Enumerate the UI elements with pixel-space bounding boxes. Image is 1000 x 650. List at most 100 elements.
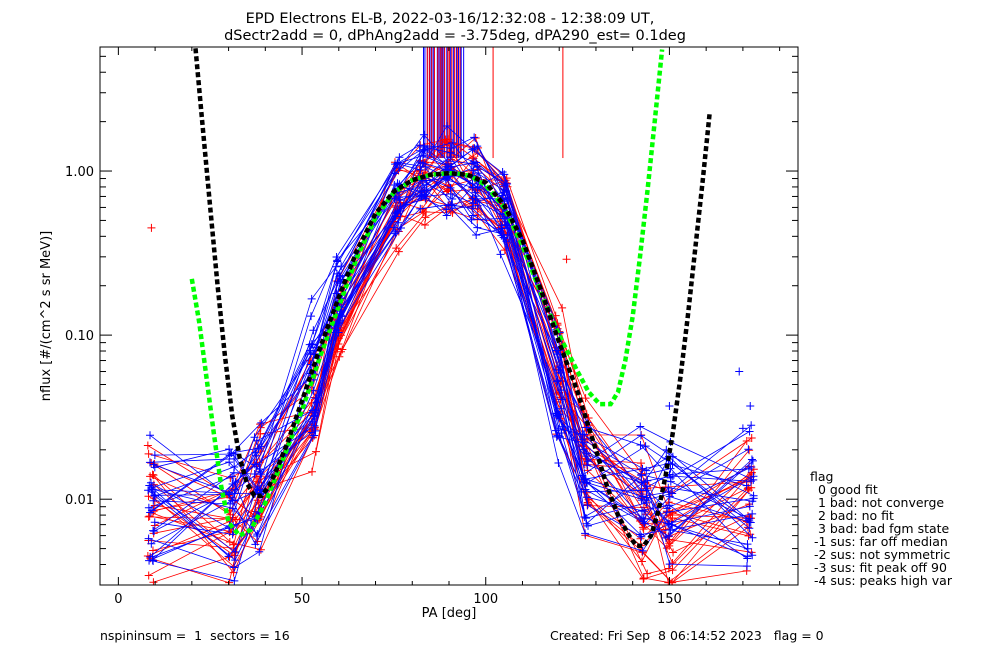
- flag-legend: flag 0 good fit 1 bad: not converge 2 ba…: [810, 469, 953, 588]
- outlier-point: [147, 223, 156, 232]
- blue-sweep-point: [257, 442, 266, 451]
- blue-sweep-point: [334, 328, 343, 337]
- blue-sweep-point: [145, 458, 154, 467]
- red-sweep-point: [742, 436, 751, 445]
- blue-sweep-point: [422, 185, 431, 194]
- red-sweep-point: [637, 557, 646, 566]
- red-sweep-point: [308, 467, 317, 476]
- red-sweep-point: [558, 303, 567, 312]
- blue-sweep-point: [552, 432, 561, 441]
- x-axis-label: PA [deg]: [422, 606, 477, 621]
- red-sweep-point: [254, 498, 263, 507]
- red-sweep-point: [665, 539, 674, 548]
- blue-sweep-point: [225, 445, 234, 454]
- x-tick-label: 100: [473, 592, 498, 607]
- blue-sweep-point: [446, 153, 455, 162]
- y-tick-label: 0.10: [65, 329, 94, 344]
- blue-sweep-point: [442, 122, 451, 131]
- blue-sweep-point: [583, 501, 592, 510]
- red-sweep: [148, 197, 752, 576]
- blue-sweep: [151, 203, 754, 552]
- legend-entry: 0 good fit: [810, 482, 878, 497]
- blue-sweep-point: [231, 547, 240, 556]
- green-fit-curve: [189, 49, 665, 539]
- red-sweep-point: [225, 578, 234, 585]
- blue-sweep-point: [230, 462, 239, 471]
- red-sweep-point: [639, 574, 648, 583]
- red-sweep-point: [394, 247, 403, 256]
- blue-sweep-point: [393, 207, 402, 216]
- blue-sweep-point: [581, 485, 590, 494]
- blue-sweep-point: [230, 563, 239, 572]
- red-sweep-point: [307, 398, 316, 407]
- blue-sweep-point: [469, 211, 478, 220]
- blue-sweep-point: [307, 312, 316, 321]
- blue-sweep-point: [554, 459, 563, 468]
- blue-sweep-point: [311, 406, 320, 415]
- x-tick-label: 50: [294, 592, 311, 607]
- blue-sweep-point: [742, 562, 751, 571]
- blue-sweep-point: [146, 552, 155, 561]
- blue-sweep-point: [418, 183, 427, 192]
- y-tick-label: 0.01: [65, 493, 94, 508]
- red-sweep-point: [747, 434, 756, 443]
- blue-sweep-point: [250, 460, 259, 469]
- blue-sweep-point: [333, 278, 342, 287]
- blue-sweep-point: [584, 521, 593, 530]
- blue-sweep-point: [311, 426, 320, 435]
- blue-sweep-point: [231, 485, 240, 494]
- blue-sweep-point: [642, 498, 651, 507]
- blue-sweep-point: [641, 442, 650, 451]
- blue-sweep-point: [583, 461, 592, 470]
- blue-sweep-point: [743, 552, 752, 561]
- blue-sweep-point: [640, 519, 649, 528]
- legend-entry: 3 bad: bad fgm state: [810, 521, 950, 536]
- blue-sweep-point: [225, 458, 234, 467]
- red-sweep-point: [256, 429, 265, 438]
- blue-sweep-point: [470, 133, 479, 142]
- blue-sweep-point: [748, 509, 757, 518]
- blue-sweep-point: [146, 508, 155, 517]
- blue-sweep-point: [496, 250, 505, 259]
- blue-sweep-point: [448, 201, 457, 210]
- blue-sweep-point: [256, 485, 265, 494]
- red-sweep-point: [668, 566, 677, 575]
- blue-sweep-point: [255, 547, 264, 556]
- blue-sweep-point: [748, 497, 757, 506]
- blue-sweep-point: [396, 202, 405, 211]
- blue-sweep-point: [333, 256, 342, 265]
- blue-sweep-point: [668, 521, 677, 530]
- blue-sweep-point: [640, 507, 649, 516]
- blue-sweep-point: [422, 176, 431, 185]
- blue-sweep-point: [395, 163, 404, 172]
- legend-entry: -2 sus: not symmetric: [810, 547, 950, 562]
- blue-sweep-point: [638, 464, 647, 473]
- blue-sweep-point: [497, 231, 506, 240]
- blue-sweep-point: [748, 551, 757, 560]
- blue-sweep-point: [228, 504, 237, 513]
- blue-sweep-point: [230, 489, 239, 498]
- blue-sweep-point: [227, 449, 236, 458]
- blue-sweep-point: [395, 153, 404, 162]
- blue-sweep-point: [468, 204, 477, 213]
- red-sweep-point: [468, 153, 477, 162]
- red-sweep-point: [143, 441, 152, 450]
- blue-sweep-point: [150, 518, 159, 527]
- outlier-point: [562, 255, 571, 264]
- red-sweep-point: [581, 394, 590, 403]
- blue-sweep-point: [231, 556, 240, 565]
- blue-sweep-point: [746, 518, 755, 527]
- blue-sweep-point: [149, 557, 158, 566]
- blue-sweep-point: [419, 130, 428, 139]
- blue-sweep-point: [636, 440, 645, 449]
- y-tick-label: 1.00: [65, 165, 94, 180]
- blue-sweep-point: [394, 158, 403, 167]
- blue-sweep-point: [144, 503, 153, 512]
- blue-sweep-point: [578, 471, 587, 480]
- blue-sweep-point: [332, 253, 341, 262]
- blue-sweep-point: [473, 201, 482, 210]
- blue-sweep: [152, 172, 749, 561]
- blue-sweep-point: [498, 168, 507, 177]
- red-sweep-point: [746, 530, 755, 539]
- blue-sweep-point: [742, 481, 751, 490]
